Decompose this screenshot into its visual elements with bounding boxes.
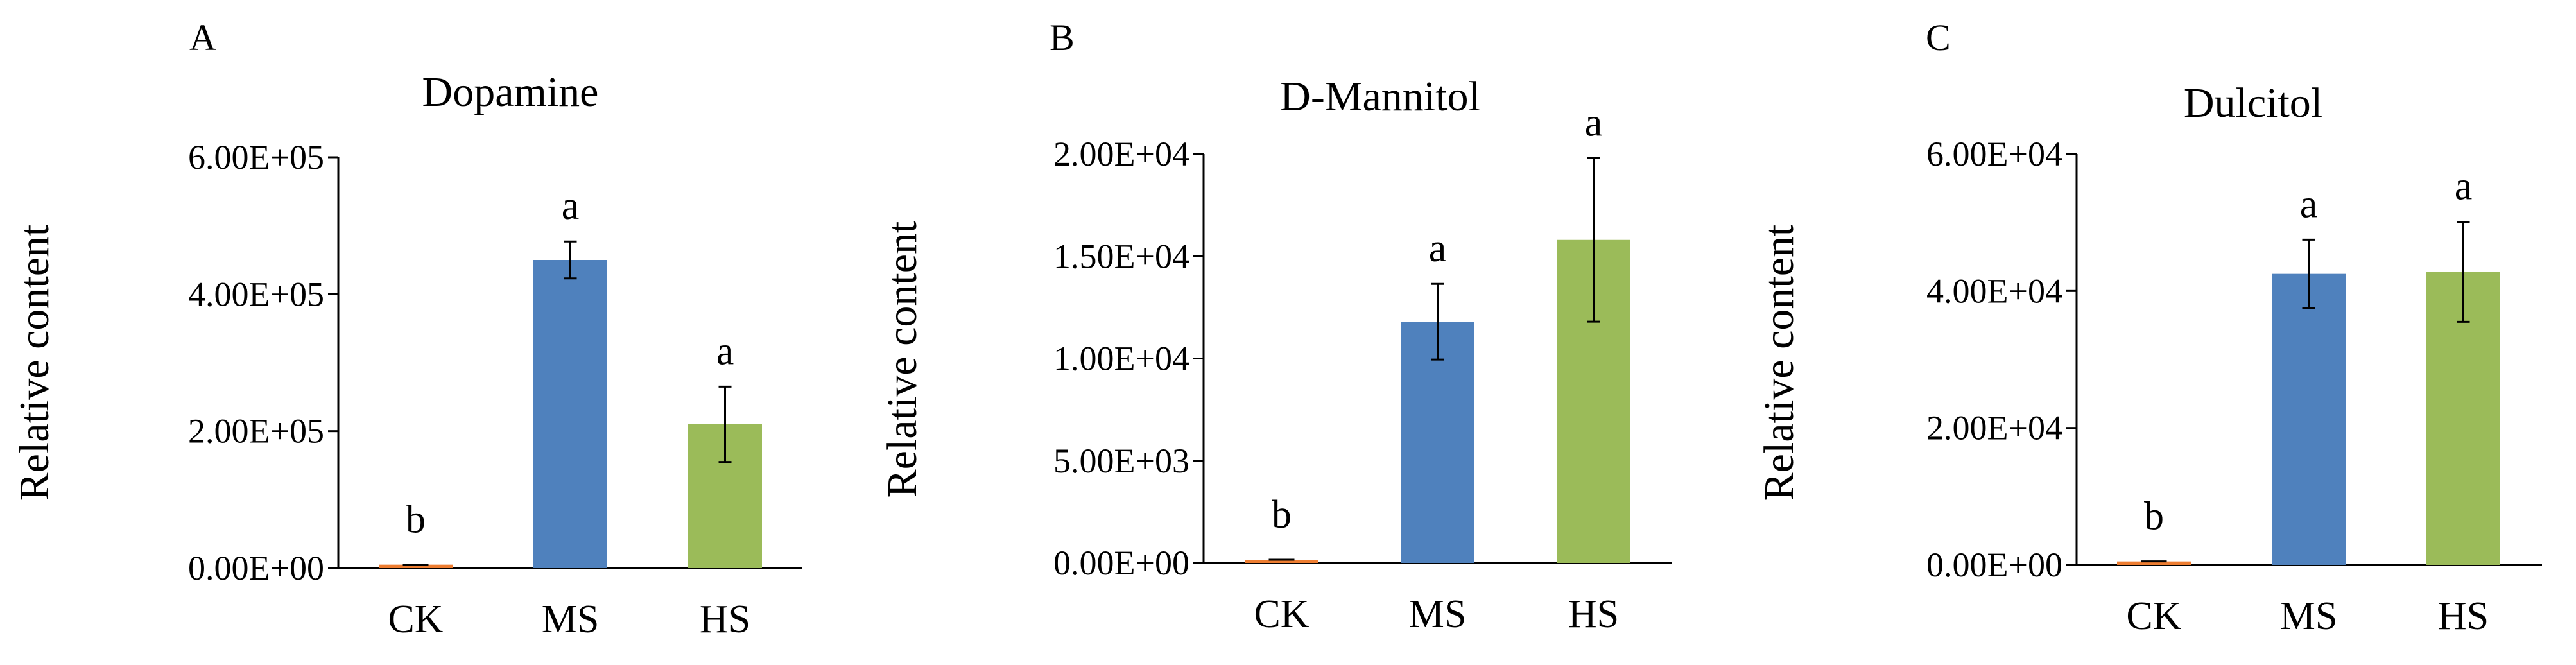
bar-ms (2272, 273, 2346, 565)
category-label-ms: MS (1409, 592, 1467, 636)
significance-label-ms: a (2300, 182, 2318, 226)
chart-title: D-Mannitol (1280, 73, 1480, 120)
y-ticks: 0.00E+00 2.00E+04 4.00E+04 6.00E+04 (1926, 135, 2077, 584)
y-tick-label: 4.00E+05 (188, 275, 324, 313)
category-labels: CK MS HS (2126, 594, 2489, 638)
y-tick-label: 2.00E+04 (1926, 409, 2062, 447)
error-bar-ms (2302, 238, 2315, 309)
y-ticks: 0.00E+00 5.00E+03 1.00E+04 1.50E+04 2.00E+04 (1053, 135, 1204, 582)
error-bar-hs (718, 385, 732, 463)
y-tick-label: 0.00E+00 (188, 549, 324, 587)
chart-title: Dulcitol (2184, 80, 2322, 126)
panel-c: C Dulcitol Relative content 0.00E+00 2.00… (1756, 17, 2542, 638)
y-tick-label: 2.00E+04 (1053, 135, 1189, 173)
significance-label-hs: a (1585, 101, 1603, 144)
panel-a: A Dopamine Relative content 0.00E+00 2.00… (11, 17, 802, 641)
category-label-ck: CK (388, 598, 443, 641)
error-bar-ms (1431, 282, 1444, 361)
bars: b a a (1245, 101, 1630, 563)
category-label-ms: MS (542, 598, 600, 641)
category-label-ck: CK (1254, 592, 1309, 636)
y-tick-label: 6.00E+05 (188, 138, 324, 177)
y-axis-label: Relative content (1756, 225, 1802, 501)
category-label-hs: HS (2438, 594, 2489, 638)
category-labels: CK MS HS (1254, 592, 1619, 636)
chart-title: Dopamine (422, 69, 599, 116)
significance-label-hs: a (716, 329, 734, 373)
bar-ck (1245, 560, 1318, 563)
y-axis-label: Relative content (11, 225, 58, 501)
y-tick-label: 0.00E+00 (1926, 546, 2062, 584)
y-tick-label: 4.00E+04 (1926, 272, 2062, 310)
y-tick-label: 0.00E+00 (1053, 544, 1189, 582)
significance-label-ck: b (1272, 493, 1292, 537)
y-tick-label: 2.00E+05 (188, 412, 324, 451)
bars: b a a (2117, 165, 2500, 565)
bar-ms (1401, 322, 1474, 563)
category-label-ms: MS (2280, 594, 2338, 638)
significance-label-hs: a (2455, 165, 2473, 209)
panel-letter: A (189, 17, 216, 58)
category-label-ck: CK (2126, 594, 2181, 638)
y-tick-label: 5.00E+03 (1053, 442, 1189, 480)
category-label-hs: HS (700, 598, 750, 641)
error-bar-hs (2457, 221, 2470, 323)
y-tick-label: 6.00E+04 (1926, 135, 2062, 173)
category-label-hs: HS (1568, 592, 1619, 636)
y-tick-label: 1.50E+04 (1053, 237, 1189, 275)
bar-ck (379, 564, 453, 568)
bars: b a a (379, 184, 762, 568)
bar-ms (533, 260, 607, 568)
significance-label-ck: b (2144, 495, 2164, 539)
y-axis-label: Relative content (879, 221, 926, 498)
significance-label-ck: b (406, 498, 426, 542)
panel-b: B D-Mannitol Relative content 0.00E+00 5.… (879, 17, 1672, 636)
error-bar-ms (564, 240, 577, 280)
y-tick-label: 1.00E+04 (1053, 340, 1189, 378)
significance-label-ms: a (1429, 227, 1447, 270)
significance-label-ms: a (562, 184, 580, 228)
category-labels: CK MS HS (388, 598, 750, 641)
error-bar-hs (1587, 157, 1600, 323)
panel-letter: B (1050, 17, 1075, 58)
y-ticks: 0.00E+00 2.00E+05 4.00E+05 6.00E+05 (188, 138, 338, 587)
panel-letter: C (1926, 17, 1951, 58)
bar-ck (2117, 561, 2191, 565)
